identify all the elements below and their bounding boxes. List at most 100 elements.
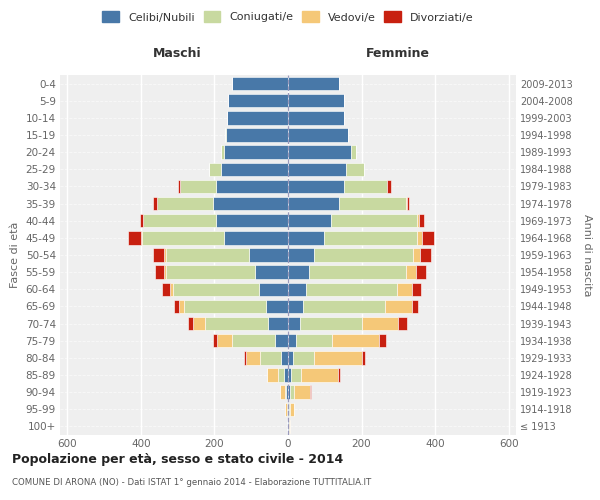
- Bar: [166, 266, 255, 279]
- Bar: [180, 180, 216, 193]
- Bar: [288, 180, 344, 193]
- Bar: [416, 266, 426, 279]
- Bar: [291, 368, 301, 382]
- Bar: [406, 266, 416, 279]
- Bar: [339, 197, 406, 210]
- Bar: [216, 180, 288, 193]
- Bar: [385, 300, 412, 313]
- Bar: [413, 248, 419, 262]
- Bar: [286, 402, 287, 416]
- Bar: [224, 146, 288, 159]
- Bar: [154, 248, 164, 262]
- Bar: [153, 197, 157, 210]
- Text: COMUNE DI ARONA (NO) - Dati ISTAT 1° gennaio 2014 - Elaborazione TUTTITALIA.IT: COMUNE DI ARONA (NO) - Dati ISTAT 1° gen…: [12, 478, 371, 487]
- Bar: [268, 317, 288, 330]
- Text: Maschi: Maschi: [154, 46, 202, 60]
- Bar: [324, 231, 417, 244]
- Bar: [140, 231, 142, 244]
- Bar: [288, 351, 293, 364]
- Bar: [128, 231, 140, 244]
- Bar: [289, 420, 290, 433]
- Bar: [288, 300, 304, 313]
- Bar: [417, 214, 419, 228]
- Bar: [162, 282, 170, 296]
- Bar: [288, 420, 289, 433]
- Bar: [232, 77, 288, 90]
- Bar: [164, 248, 166, 262]
- Bar: [221, 162, 288, 176]
- Bar: [205, 317, 268, 330]
- Bar: [287, 420, 288, 433]
- Bar: [288, 197, 339, 210]
- Bar: [188, 317, 193, 330]
- Bar: [301, 368, 338, 382]
- Bar: [209, 162, 221, 176]
- Bar: [310, 386, 311, 399]
- Bar: [288, 94, 344, 108]
- Bar: [288, 266, 310, 279]
- Bar: [173, 300, 179, 313]
- Bar: [362, 351, 365, 364]
- Bar: [288, 334, 296, 347]
- Bar: [346, 162, 364, 176]
- Bar: [157, 197, 212, 210]
- Bar: [314, 351, 362, 364]
- Bar: [387, 180, 391, 193]
- Bar: [140, 214, 143, 228]
- Bar: [184, 300, 266, 313]
- Bar: [284, 368, 288, 382]
- Y-axis label: Anni di nascita: Anni di nascita: [583, 214, 592, 296]
- Bar: [406, 197, 407, 210]
- Bar: [229, 94, 288, 108]
- Bar: [287, 402, 288, 416]
- Bar: [170, 282, 173, 296]
- Bar: [155, 266, 164, 279]
- Text: Popolazione per età, sesso e stato civile - 2014: Popolazione per età, sesso e stato civil…: [12, 452, 343, 466]
- Bar: [422, 231, 434, 244]
- Bar: [379, 334, 386, 347]
- Bar: [143, 214, 216, 228]
- Bar: [266, 300, 288, 313]
- Bar: [246, 351, 260, 364]
- Bar: [288, 368, 291, 382]
- Bar: [290, 402, 293, 416]
- Bar: [332, 334, 379, 347]
- Bar: [179, 300, 184, 313]
- Bar: [288, 317, 300, 330]
- Bar: [260, 351, 281, 364]
- Bar: [419, 214, 424, 228]
- Bar: [412, 300, 418, 313]
- Bar: [259, 282, 288, 296]
- Y-axis label: Fasce di età: Fasce di età: [10, 222, 20, 288]
- Bar: [290, 386, 293, 399]
- Bar: [288, 214, 331, 228]
- Bar: [293, 351, 314, 364]
- Bar: [344, 180, 387, 193]
- Bar: [288, 231, 324, 244]
- Bar: [351, 146, 356, 159]
- Bar: [193, 317, 205, 330]
- Bar: [280, 386, 284, 399]
- Bar: [347, 128, 349, 141]
- Bar: [221, 146, 224, 159]
- Bar: [304, 300, 385, 313]
- Bar: [397, 282, 412, 296]
- Bar: [289, 402, 290, 416]
- Bar: [226, 128, 288, 141]
- Bar: [293, 386, 310, 399]
- Bar: [300, 317, 362, 330]
- Bar: [288, 248, 314, 262]
- Bar: [288, 77, 339, 90]
- Bar: [224, 231, 288, 244]
- Bar: [338, 368, 340, 382]
- Bar: [216, 214, 288, 228]
- Bar: [281, 351, 288, 364]
- Bar: [217, 334, 232, 347]
- Bar: [412, 282, 421, 296]
- Bar: [244, 351, 246, 364]
- Bar: [142, 231, 224, 244]
- Bar: [178, 180, 180, 193]
- Bar: [331, 214, 417, 228]
- Bar: [288, 386, 290, 399]
- Bar: [255, 266, 288, 279]
